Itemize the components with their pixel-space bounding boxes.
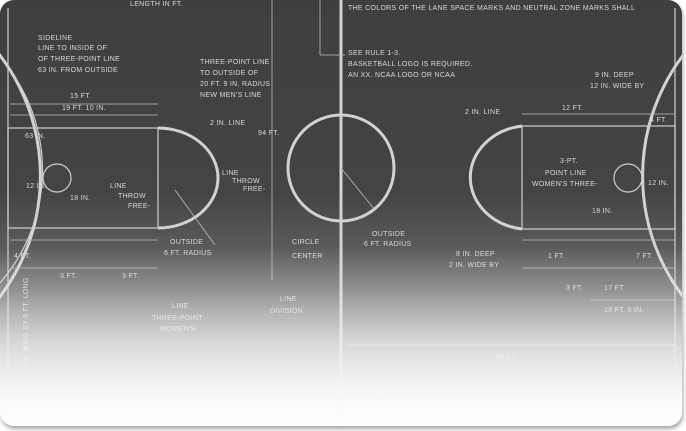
label-sideline-3: OF THREE-POINT LINE xyxy=(38,56,120,63)
label-division-1: LINE xyxy=(280,296,297,303)
label-left-line-3: WOMEN'S xyxy=(160,326,196,333)
label-eighteen-in-right: 18 IN. xyxy=(592,208,612,215)
label-seven-ft: 7 FT. xyxy=(636,253,653,260)
label-three-pt-right-1: 3-PT. xyxy=(560,158,578,165)
label-eighteen-in: 18 IN. xyxy=(70,195,90,202)
left-lane xyxy=(7,127,159,229)
label-radius-left: 6 FT. RADIUS xyxy=(164,250,212,257)
label-sideline-2: LINE TO INSIDE OF xyxy=(38,45,107,52)
label-rule-2: BASKETBALL LOGO IS REQUIRED. xyxy=(348,61,472,68)
label-left-line-2: THREE-POINT xyxy=(152,315,203,322)
label-sideline-4: 63 IN. FROM OUTSIDE xyxy=(38,67,118,74)
label-eight-deep: 8 IN. DEEP xyxy=(456,251,495,258)
label-lane-6: FREE- xyxy=(243,186,266,193)
label-four-ft-right: 4 FT. xyxy=(650,117,667,124)
left-free-throw-circle xyxy=(157,126,220,230)
label-radius-center: 6 FT. RADIUS xyxy=(364,241,412,248)
label-fifteen-ft-left: 15 FT. xyxy=(70,93,91,100)
right-three-point-arc xyxy=(641,54,682,298)
label-twelve-in-left: 12 IN. xyxy=(26,183,46,190)
label-lane-2: THROW xyxy=(118,193,146,200)
label-three-pt-right-2: POINT LINE xyxy=(545,170,587,177)
label-twelve-ft-right: 12 FT. xyxy=(562,105,583,112)
label-center: CENTER xyxy=(292,253,323,260)
label-division-2: DIVISION xyxy=(270,308,303,315)
label-lane-5: THROW xyxy=(232,178,260,185)
left-radius-pointer xyxy=(174,189,216,246)
label-seventeen: 17 FT. xyxy=(604,285,625,292)
label-three-ft-left: 3 FT. xyxy=(60,273,77,280)
label-two-in-line-left: 2 IN. LINE xyxy=(210,120,245,127)
label-two-wide: 2 IN. WIDE BY xyxy=(449,262,499,269)
label-lane-4: LINE xyxy=(222,170,239,177)
right-basket xyxy=(613,163,643,193)
label-twelve-in-right: 12 IN. xyxy=(648,180,668,187)
label-fifty-ft: 50 FT. xyxy=(496,353,517,360)
label-vertical-left: 2 IN. WIDE BY 8 FT. LONG xyxy=(23,277,30,370)
label-three-ft-right: 3 FT. xyxy=(122,273,139,280)
label-three-point-1: THREE-POINT LINE xyxy=(200,59,270,66)
label-twelve-wide: 12 IN. WIDE BY xyxy=(590,83,644,90)
label-nine-deep: 9 IN. DEEP xyxy=(595,72,634,79)
label-three-ft-bottom: 3 FT. xyxy=(566,285,583,292)
center-radius-line xyxy=(340,167,376,211)
label-one-ft-right: 1 FT. xyxy=(548,253,565,260)
label-three-pt-right-3: WOMEN'S THREE- xyxy=(532,181,598,188)
label-three-point-4: NEW MEN'S LINE xyxy=(200,92,262,99)
label-three-point-3: 20 FT. 9 IN. RADIUS xyxy=(200,81,270,88)
label-sideline-1: SIDELINE xyxy=(38,35,72,42)
label-rule-3: AN XX. NCAA LOGO OR NCAA xyxy=(348,72,455,79)
label-lane-1: LINE xyxy=(110,183,127,190)
label-colors-note: THE COLORS OF THE LANE SPACE MARKS AND N… xyxy=(348,5,635,12)
label-two-in-line-right: 2 IN. LINE xyxy=(465,109,500,116)
left-three-point-arc xyxy=(0,53,42,299)
left-basket xyxy=(42,163,72,193)
right-free-throw-circle xyxy=(468,124,523,231)
label-circle: CIRCLE xyxy=(292,239,320,246)
label-rule-1: SEE RULE 1-3. xyxy=(348,50,401,57)
label-ninety-four: 94 FT. xyxy=(258,130,279,137)
label-nineteen-ten: 19 FT. 10 IN. xyxy=(62,105,106,112)
label-left-line-1: LINE xyxy=(172,303,189,310)
label-sixty-three: 63 IN. xyxy=(25,133,45,140)
label-outside-left: OUTSIDE xyxy=(170,239,203,246)
label-lane-3: FREE- xyxy=(128,203,151,210)
label-three-point-2: TO OUTSIDE OF xyxy=(200,70,258,77)
label-outside-center: OUTSIDE xyxy=(372,231,405,238)
label-four-ft-left: 4 FT. xyxy=(14,253,31,260)
label-length-top: LENGTH IN FT. xyxy=(130,1,183,8)
label-nineteen-nine: 19 FT. 9 IN. xyxy=(604,307,644,314)
